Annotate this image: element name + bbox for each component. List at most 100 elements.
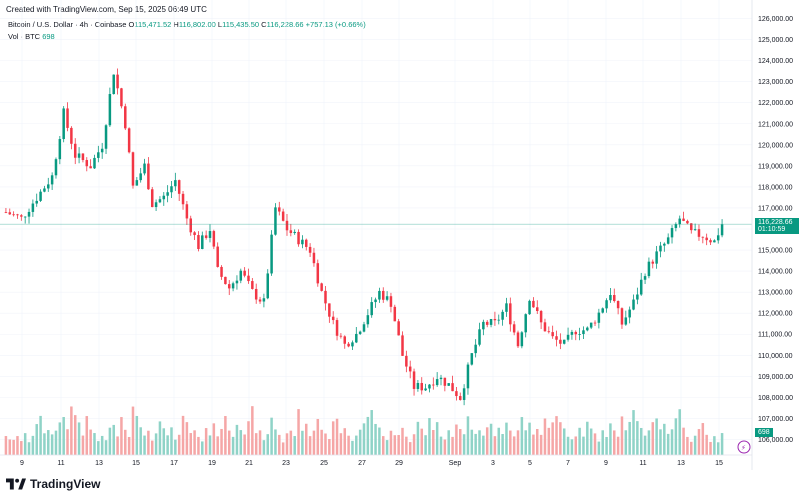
candle-body [166,192,169,196]
candle-body [593,322,597,324]
candle-body [651,261,655,264]
volume-bar [324,433,327,455]
candle-body [489,318,493,325]
symbol-name[interactable]: Bitcoin / U.S. Dollar · 4h · Coinbase [8,20,127,29]
volume-bar [316,418,320,455]
candle-body [247,275,250,282]
candle-body [278,207,281,212]
candle-body [274,207,277,235]
volume-bar [220,428,223,455]
volume-bar [224,416,227,455]
candle-body [401,335,404,356]
volume-bar [412,434,416,455]
candle-body [328,303,331,317]
x-tick-label: Sep [449,460,462,467]
volume-bar [347,435,350,455]
candle-body [185,204,189,219]
candle-body [632,299,635,310]
x-tick-label: 23 [282,460,290,467]
volume-bar [85,416,89,455]
volume-bar [262,440,266,455]
candle-body [108,94,112,126]
candle-body [378,290,381,300]
volume-bar [374,423,377,455]
volume-bar [716,442,720,455]
volume-bar [112,424,115,455]
volume-bar [150,440,154,455]
volume-tag: 698 [755,428,773,437]
candle-body [316,263,320,284]
volume-bar [366,416,370,455]
volume-bar [666,433,670,455]
volume-bar [709,441,712,455]
volume-label[interactable]: Vol · BTC [8,32,41,41]
x-tick-label: 15 [132,460,140,467]
price-axis[interactable]: 106,000.00 107,000.00 108,000.00 109,000.00… [758,16,793,444]
volume-bar [285,433,289,455]
candle-body [335,320,339,336]
candle-body [31,203,35,212]
candle-body [355,333,358,343]
candle-body [4,212,8,213]
legend-row-volume: Vol · BTC 698 [8,31,366,43]
volume-bar [389,430,393,455]
volume-bar [212,423,216,455]
candle-body [432,384,435,386]
volume-bar [528,422,531,455]
volume-bar [104,440,108,455]
candle-body [254,288,258,300]
candle-body [270,234,273,274]
volume-bar [574,436,578,455]
candle-body [89,166,92,169]
volume-bars [4,406,724,455]
volume-bar [462,434,466,455]
volume-bar [682,427,685,455]
candle-body [693,229,697,231]
volume-bar [693,435,697,455]
candle-body [73,143,77,158]
volume-bar [43,433,46,455]
candle-body [408,366,412,372]
volume-bar [501,433,504,455]
candle-body [570,331,574,335]
candle-body [543,322,547,332]
time-axis[interactable]: 9 11 13 15 17 19 21 23 25 27 29 Sep 3 5 7 9 11 13 15 [20,460,723,467]
volume-bar [27,442,31,455]
volume-bar [370,410,373,455]
candle-body [154,202,158,208]
volume-bar [116,436,119,455]
volume-bar [532,434,535,455]
candle-body [497,319,501,321]
volume-bar [459,429,462,455]
candle-body [285,220,289,231]
candle-body [666,237,670,244]
volume-bar [720,433,724,455]
candle-body [474,344,477,354]
volume-bar [582,436,585,455]
volume-bar [578,427,581,455]
tradingview-brand[interactable]: TradingView [6,477,100,491]
volume-bar [216,436,219,455]
candle-body [312,252,316,264]
volume-bar [20,441,23,455]
volume-bar [451,436,454,455]
candle-body [697,229,701,237]
candle-body [208,231,212,238]
volume-bar [597,441,601,455]
y-tick-label: 125,000.00 [758,37,793,44]
volume-bar [439,436,443,455]
volume-bar [562,428,566,455]
candle-body [709,240,712,243]
tradingview-wordmark: TradingView [30,477,101,491]
volume-bar [701,423,705,455]
volume-bar [328,439,331,455]
candle-body [643,276,647,280]
candle-body [385,296,389,300]
candle-body [362,324,366,332]
volume-bar [166,435,169,455]
events-icon[interactable] [737,440,751,454]
candle-body [8,212,12,215]
volume-bar [339,433,343,455]
volume-bar [235,424,239,455]
